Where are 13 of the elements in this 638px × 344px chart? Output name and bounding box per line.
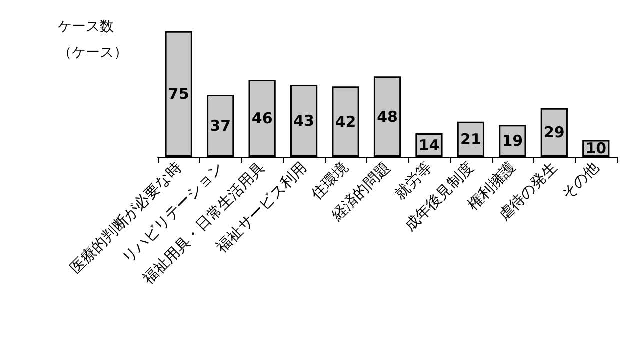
data-label: 21: [460, 130, 482, 148]
data-label: 48: [377, 108, 398, 126]
data-label: 43: [294, 112, 314, 130]
x-tick-label: その他: [558, 158, 602, 204]
data-label: 14: [418, 136, 440, 154]
data-label: 42: [335, 112, 356, 131]
data-label: 29: [544, 124, 565, 142]
data-label: 37: [210, 117, 232, 136]
data-label: 19: [502, 132, 524, 150]
data-label: 46: [252, 109, 273, 128]
data-label: 75: [168, 85, 190, 104]
y-axis-title: ケース数（ケース）: [58, 18, 129, 63]
data-label: 10: [586, 140, 607, 158]
